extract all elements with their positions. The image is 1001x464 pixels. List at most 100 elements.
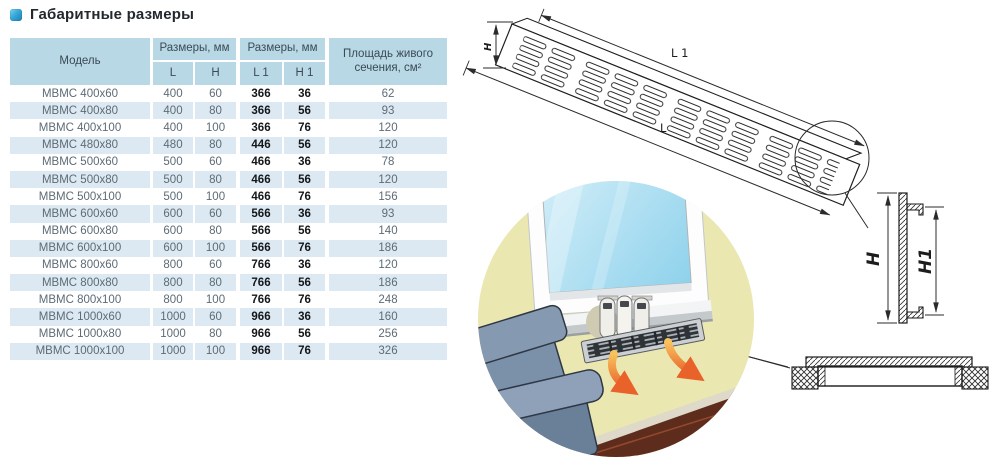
cell-area: 186 (329, 274, 447, 292)
cell-l1: 466 (240, 170, 282, 189)
cell-l: 400 (163, 121, 183, 134)
cell-l1: 766 (251, 293, 271, 306)
header-model: Модель (10, 38, 150, 85)
table-row: МВМС 480x80 480 80 446 56 120 (10, 136, 448, 154)
header-l: L (153, 62, 193, 85)
header-l1: L 1 (240, 62, 282, 85)
cell-model: МВМС 1000x100 (10, 342, 150, 360)
cell-l: 1000 (153, 342, 193, 360)
cell-area: 120 (329, 170, 447, 189)
cell-l: 400 (153, 102, 193, 120)
couch (478, 304, 604, 457)
cell-h: 100 (205, 293, 226, 306)
technical-drawings: H L 1 L H H1 (462, 8, 989, 457)
cell-l1: 966 (240, 342, 282, 360)
installation-vignette (478, 181, 754, 457)
cell-l: 600 (153, 239, 193, 257)
cell-l: 500 (153, 170, 193, 189)
table-row: МВМС 400x100 400 100 366 76 120 (10, 119, 448, 136)
dimensions-table: Модель Размеры, мм L H Размеры, мм L 1 H… (10, 38, 448, 360)
cell-l: 600 (153, 205, 193, 223)
cell-h: 80 (195, 102, 236, 120)
cell-h1: 56 (284, 170, 325, 189)
radiator (597, 295, 653, 339)
cell-model: МВМС 800x100 (38, 293, 122, 306)
cell-l: 500 (163, 190, 183, 203)
cell-area: 93 (329, 205, 447, 223)
cell-area: 120 (378, 259, 398, 272)
table-row: МВМС 800x100 800 100 766 76 248 (10, 291, 448, 308)
cell-model: МВМС 1000x60 (10, 308, 150, 326)
cell-h1: 36 (298, 156, 311, 169)
table-row: МВМС 1000x60 1000 60 966 36 160 (10, 308, 448, 326)
table-row: МВМС 500x100 500 100 466 76 156 (10, 188, 448, 205)
cell-h: 60 (209, 156, 222, 169)
cell-h1: 56 (298, 225, 311, 238)
cell-l1: 566 (240, 205, 282, 223)
cell-l1: 366 (240, 102, 282, 120)
cell-l1: 466 (251, 190, 271, 203)
cell-area: 120 (378, 121, 398, 134)
header-h: H (195, 62, 236, 85)
table-body: МВМС 400x60 400 60 366 36 62 МВМС 400x80 400 80 3… (10, 85, 448, 360)
cell-l: 1000 (153, 308, 193, 326)
cell-h: 80 (195, 136, 236, 154)
cell-l1: 566 (251, 225, 271, 238)
cell-l1: 766 (251, 259, 271, 272)
cell-h1: 36 (284, 205, 325, 223)
cell-h: 80 (195, 274, 236, 292)
cell-h: 100 (195, 342, 236, 360)
cell-h1: 36 (298, 259, 311, 272)
cell-h: 60 (195, 308, 236, 326)
header-dims-2: Размеры, мм (240, 38, 325, 60)
cell-h: 60 (209, 259, 222, 272)
cell-h1: 56 (284, 274, 325, 292)
cell-h1: 56 (284, 102, 325, 120)
cell-model: МВМС 800x80 (10, 274, 150, 292)
cell-h1: 76 (298, 190, 311, 203)
table-row: МВМС 600x80 600 80 566 56 140 (10, 223, 448, 240)
cell-h1: 76 (298, 121, 311, 134)
table-row: МВМС 500x80 500 80 466 56 120 (10, 170, 448, 189)
cell-area: 326 (329, 342, 447, 360)
cell-l: 800 (153, 274, 193, 292)
side-dim-h1-label: H1 (916, 248, 936, 274)
cell-l: 1000 (160, 328, 186, 341)
table-row: МВМС 1000x80 1000 80 966 56 256 (10, 326, 448, 343)
cell-h: 80 (209, 225, 222, 238)
table-row: МВМС 1000x100 1000 100 966 76 326 (10, 342, 448, 360)
cell-l: 800 (163, 259, 183, 272)
cell-area: 156 (378, 190, 398, 203)
cell-model: МВМС 400x60 (41, 87, 119, 100)
cell-model: МВМС 800x60 (41, 259, 119, 272)
cell-h1: 36 (284, 308, 325, 326)
cell-model: МВМС 400x100 (38, 121, 122, 134)
table-header: Модель Размеры, мм L H Размеры, мм L 1 H… (10, 38, 448, 85)
iso-dim-h-label: H (483, 42, 494, 51)
table-row: МВМС 500x60 500 60 466 36 78 (10, 154, 448, 171)
section-bullet-icon (10, 8, 22, 21)
cell-area: 78 (381, 156, 395, 169)
iso-dim-l-label: L (660, 121, 667, 135)
iso-grille-drawing: H L 1 L (462, 8, 870, 229)
cell-h: 60 (209, 87, 222, 100)
table-row: МВМС 600x100 600 100 566 76 186 (10, 239, 448, 257)
cell-h1: 76 (284, 342, 325, 360)
airflow-arrow-right (664, 338, 705, 382)
cross-section-drawing (745, 355, 989, 390)
cell-model: МВМС 600x60 (10, 205, 150, 223)
cell-area: 256 (378, 328, 398, 341)
cell-h1: 76 (284, 239, 325, 257)
page-title-text: Габаритные размеры (30, 6, 195, 23)
cell-model: МВМС 500x80 (10, 170, 150, 189)
table-row: МВМС 600x60 600 60 566 36 93 (10, 205, 448, 223)
cell-model: МВМС 500x60 (41, 156, 119, 169)
table-row: МВМС 800x80 800 80 766 56 186 (10, 274, 448, 292)
cell-l: 500 (163, 156, 183, 169)
airflow-arrow-left (607, 350, 639, 396)
cell-model: МВМС 600x100 (10, 239, 150, 257)
cell-h: 100 (205, 190, 226, 203)
cell-l1: 446 (240, 136, 282, 154)
cell-model: МВМС 600x80 (41, 225, 119, 238)
cell-model: МВМС 400x80 (10, 102, 150, 120)
